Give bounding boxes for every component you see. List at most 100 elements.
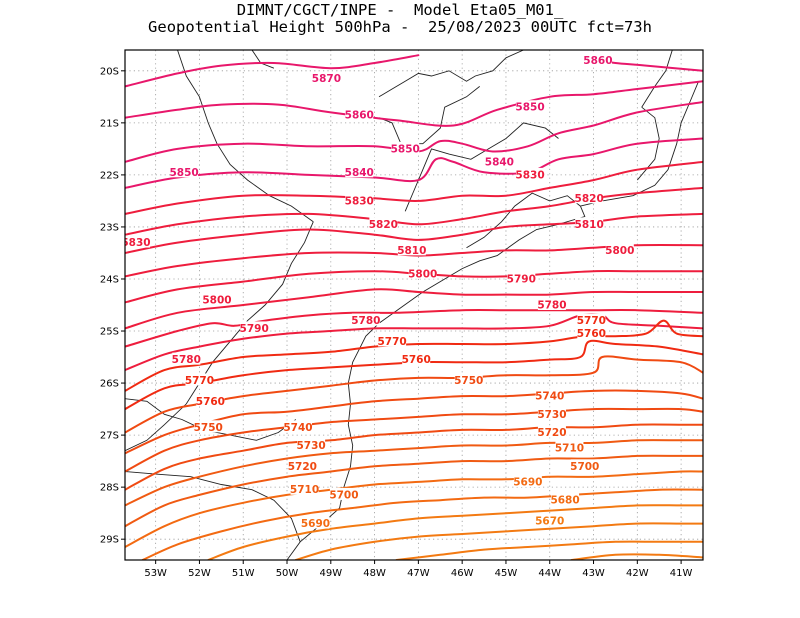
contour-label: 5790 (507, 273, 536, 285)
title-line-2: Geopotential Height 500hPa - 25/08/2023 … (148, 18, 652, 36)
tick-label-lat: 25S (100, 327, 119, 338)
contour-label: 5810 (575, 219, 604, 231)
coastline-segment (636, 106, 660, 181)
contour-5640 (570, 553, 703, 560)
tick-label-lon: 51W (232, 568, 255, 579)
tick-label-lon: 48W (363, 568, 386, 579)
contour-5720 (125, 423, 703, 491)
contour-label-background (290, 482, 319, 495)
tick-label-lon: 53W (144, 568, 167, 579)
contour-label: 5720 (537, 427, 566, 439)
contour-label: 5770 (185, 375, 214, 387)
contour-label-background (402, 352, 431, 365)
contour-label-background (297, 438, 326, 451)
tick-label-lat: 28S (100, 483, 119, 494)
contour-label: 5760 (402, 354, 431, 366)
contour-label-background (513, 474, 542, 487)
contour-label: 5750 (194, 422, 223, 434)
contour-label-background (577, 313, 606, 326)
contour-label-background (196, 394, 225, 407)
contour-label-background (516, 100, 545, 113)
contour-label: 5850 (515, 102, 544, 114)
contour-label: 5740 (283, 422, 312, 434)
tick-label-lat: 29S (100, 535, 119, 546)
contour-label: 5830 (345, 195, 374, 207)
map-frame (124, 49, 704, 561)
contour-label-background (397, 243, 426, 256)
contour-label: 5800 (605, 245, 634, 257)
contour-label-background (507, 271, 536, 284)
contour-label: 5710 (290, 484, 319, 496)
tick-label-lon: 43W (582, 568, 605, 579)
tick-label-lat: 24S (100, 274, 119, 285)
plot-title: DIMNT/CGCT/INPE - Model Eta05_M01_ Geopot… (0, 2, 800, 36)
tick-label-lon: 41W (670, 568, 693, 579)
contour-5820 (125, 186, 703, 236)
contour-label: 5840 (345, 167, 374, 179)
contour-5690 (125, 470, 703, 548)
title-line-1: DIMNT/CGCT/INPE - Model Eta05_M01_ (236, 1, 564, 19)
contour-label: 5690 (301, 518, 330, 530)
contour-label-background (408, 266, 437, 279)
contour-label-background (329, 487, 358, 500)
contour-5770 (125, 319, 703, 392)
tick-label-lat: 26S (100, 379, 119, 390)
contour-label-background (583, 53, 612, 66)
contour-label: 5820 (369, 219, 398, 231)
contour-label: 5850 (169, 167, 198, 179)
contour-label-background (577, 326, 606, 339)
contour-label-background (378, 334, 407, 347)
contour-5790 (125, 309, 703, 348)
contour-label-background (301, 516, 330, 529)
contour-5830 (125, 160, 703, 215)
contour-5860 (596, 59, 703, 72)
contour-label: 5760 (577, 328, 606, 340)
contour-5850 (125, 101, 703, 163)
contour-label: 5780 (537, 300, 566, 312)
contour-label: 5680 (550, 495, 579, 507)
contour-5670 (207, 504, 703, 560)
tick-label-lon: 42W (626, 568, 649, 579)
contour-5760 (125, 339, 703, 411)
coastline-segment (378, 86, 480, 145)
contour-label: 5800 (408, 268, 437, 280)
tick-label-lon: 49W (319, 568, 342, 579)
contour-label: 5700 (329, 489, 358, 501)
height-contours (125, 54, 703, 560)
contour-label: 5850 (391, 143, 420, 155)
tick-label-lat: 21S (100, 118, 119, 129)
contour-label: 5820 (575, 193, 604, 205)
contour-label-background (537, 425, 566, 438)
tick-label-lon: 47W (407, 568, 430, 579)
contour-5840 (125, 137, 703, 189)
contour-label: 5720 (288, 461, 317, 473)
tick-label-lat: 22S (100, 170, 119, 181)
contour-label: 5690 (513, 476, 542, 488)
tick-label-lon: 45W (495, 568, 518, 579)
tick-label-lat: 20S (100, 66, 119, 77)
contour-label-background (575, 191, 604, 204)
coastline-segment (378, 50, 524, 98)
contour-label-background (605, 243, 634, 256)
contour-label-background (202, 292, 231, 305)
contour-label: 5700 (570, 461, 599, 473)
contour-5680 (141, 488, 703, 560)
contour-label: 5830 (121, 237, 150, 249)
contour-label: 5770 (577, 315, 606, 327)
contour-5800 (125, 243, 703, 278)
contour-label: 5670 (535, 515, 564, 527)
contour-label-background (172, 352, 201, 365)
contour-label-background (485, 154, 514, 167)
contour-label: 5730 (537, 409, 566, 421)
coastline-borders (125, 50, 700, 560)
contour-label: 5870 (312, 73, 341, 85)
coastline-segment (641, 50, 673, 108)
contour-label-background (535, 389, 564, 402)
tick-label-lon: 44W (538, 568, 561, 579)
contour-label-background (454, 373, 483, 386)
coastline-segment (251, 50, 275, 69)
contour-label: 5810 (397, 245, 426, 257)
contour-label: 5780 (351, 315, 380, 327)
